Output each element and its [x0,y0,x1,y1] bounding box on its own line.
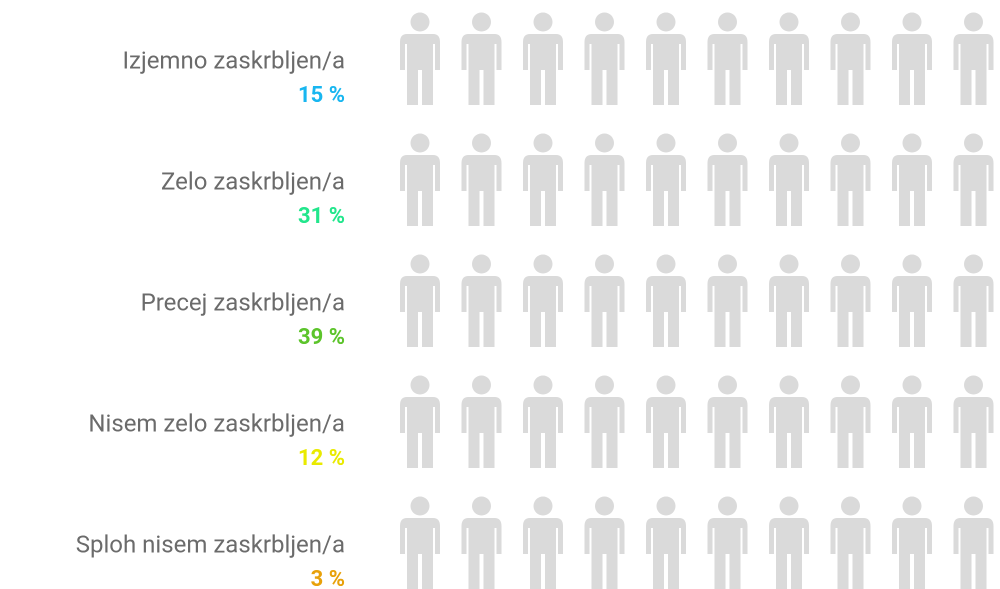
empty-icon [523,496,563,589]
category-label: Sploh nisem zaskrbljen/a [76,530,345,558]
empty-icon [892,133,932,226]
empty-icon [461,254,502,347]
empty-icon [400,12,440,105]
empty-icon [646,12,686,105]
empty-icon [461,496,502,589]
value-label: 31 % [298,204,345,229]
empty-icon [707,375,748,468]
value-label: 39 % [298,325,345,350]
empty-icon [461,12,502,105]
empty-icon [830,12,871,105]
empty-icon [953,496,994,589]
value-label: 3 % [311,567,345,589]
empty-icon [400,375,440,468]
empty-icon [400,133,440,226]
category-label: Precej zaskrbljen/a [141,288,345,316]
filled-icons [400,133,587,226]
empty-icon [769,254,809,347]
empty-icon [584,254,625,347]
empty-icon [830,254,871,347]
filled-icons [400,254,623,347]
empty-icon [769,496,809,589]
empty-icon [461,133,502,226]
empty-icon [707,254,748,347]
empty-icon [830,133,871,226]
empty-icon [830,496,871,589]
empty-icon [584,12,625,105]
empty-icon [646,133,686,226]
empty-icon [892,375,932,468]
empty-icon [523,133,563,226]
category-label: Zelo zaskrbljen/a [161,167,345,195]
empty-icon [523,12,563,105]
empty-icon [584,375,625,468]
empty-icon [953,254,994,347]
empty-icon [646,254,686,347]
empty-icon [707,12,748,105]
empty-icon [584,133,625,226]
empty-icon [400,496,440,589]
empty-icon [523,375,563,468]
empty-icon [953,12,994,105]
empty-icon [892,254,932,347]
empty-icon [646,496,686,589]
value-label: 15 % [298,83,345,108]
empty-icon [830,375,871,468]
value-label: 12 % [298,446,345,471]
category-label: Izjemno zaskrbljen/a [123,46,345,74]
empty-icon [461,375,502,468]
empty-icon [523,254,563,347]
empty-icon [646,375,686,468]
empty-icon [707,496,748,589]
empty-icon [892,496,932,589]
empty-icon [707,133,748,226]
empty-icon [769,133,809,226]
empty-icon [400,254,440,347]
empty-icon [584,496,625,589]
empty-icon [769,12,809,105]
category-label: Nisem zelo zaskrbljen/a [88,409,345,437]
empty-icon [892,12,932,105]
empty-icon [953,375,994,468]
empty-icon [769,375,809,468]
empty-icon [953,133,994,226]
